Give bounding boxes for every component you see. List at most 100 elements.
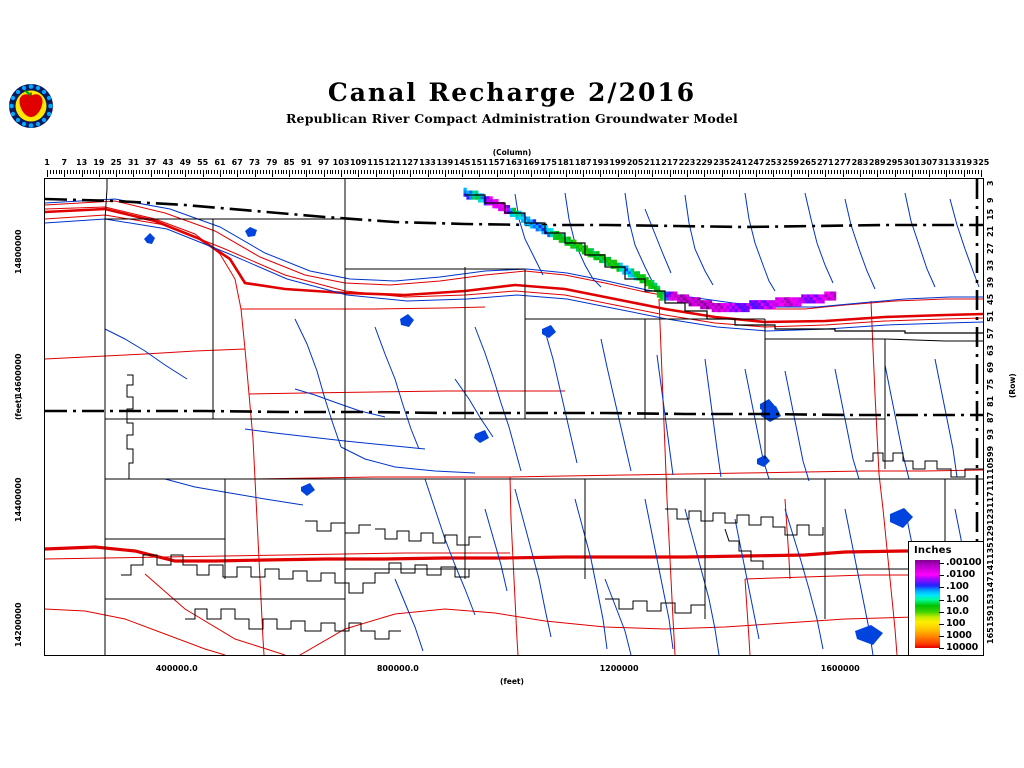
model-cell [685, 300, 690, 304]
model-cell [639, 279, 643, 284]
model-cell [538, 228, 542, 232]
row-tick-label: 15 [986, 208, 995, 220]
model-cell [599, 259, 603, 264]
model-cell [766, 303, 770, 307]
model-cell [590, 251, 594, 255]
model-cell [558, 236, 563, 241]
model-cell [703, 305, 707, 310]
legend-panel[interactable]: Inches .00100.0100.100 1.00 10.0 100 1000 100… [908, 541, 984, 656]
legend-tick-label: .0100 [946, 569, 976, 581]
model-cell [717, 308, 721, 313]
row-tick-label: 129 [986, 525, 995, 543]
model-cell [763, 300, 767, 304]
model-cell [792, 303, 796, 307]
model-cell [798, 303, 802, 307]
model-cell [463, 187, 467, 191]
model-cell [535, 225, 539, 229]
bottom-axis-ticks: 400000.0 800000.0 1200000 1600000 [44, 664, 984, 676]
bottom-tick-label: 800000.0 [376, 664, 419, 673]
model-cell [688, 297, 692, 301]
model-cell [726, 308, 730, 313]
model-cell [561, 233, 565, 238]
model-cell [581, 245, 586, 249]
row-tick-label: 141 [986, 559, 995, 577]
model-cell [760, 300, 765, 304]
model-cell [743, 303, 747, 307]
column-tick-label: 325 [972, 158, 990, 167]
model-cell [587, 254, 591, 258]
model-cell [501, 207, 505, 212]
legend-tick-label: 1.00 [946, 593, 969, 605]
column-tick-label: 67 [231, 158, 243, 167]
model-cell [729, 308, 733, 313]
model-cell [564, 239, 568, 243]
model-cell [720, 303, 724, 307]
model-cell [806, 297, 811, 301]
model-cell [532, 222, 537, 226]
model-cell [815, 297, 819, 301]
model-cell [769, 300, 773, 304]
model-cell [564, 242, 568, 246]
model-cell [622, 271, 626, 275]
model-cell [576, 248, 580, 252]
column-tick-label: 295 [886, 158, 903, 167]
model-cell [677, 297, 681, 301]
model-cell [708, 305, 713, 310]
column-tick-label: 13 [76, 158, 88, 167]
model-cell [749, 305, 753, 310]
model-cell [749, 300, 753, 304]
model-cell [806, 294, 811, 298]
model-cell [547, 233, 551, 238]
column-tick-label: 103 [332, 158, 350, 167]
model-cell [552, 236, 557, 241]
model-cell [526, 222, 531, 226]
model-cell [633, 271, 638, 275]
model-cell [720, 305, 724, 310]
column-axis-tickbar [44, 170, 984, 178]
row-tick-label: 87 [986, 412, 995, 424]
model-cell [518, 210, 522, 215]
model-cell [599, 254, 603, 258]
model-cell [489, 196, 493, 200]
model-cell [573, 242, 577, 246]
column-tick-label: 49 [179, 158, 191, 167]
model-cell [475, 190, 479, 194]
model-cell [645, 277, 649, 281]
column-tick-label: 307 [920, 158, 938, 167]
model-cell [550, 228, 554, 232]
legend-colorbar [915, 560, 940, 648]
row-tick-label: 105 [986, 457, 995, 475]
model-cell [506, 210, 511, 215]
model-cell [610, 262, 615, 266]
model-cell [515, 216, 519, 220]
model-cell [477, 199, 482, 203]
model-cell [775, 297, 779, 301]
model-cell [602, 256, 606, 261]
model-cell [619, 262, 623, 266]
model-cell [668, 291, 672, 295]
model-cell [648, 282, 652, 287]
map-plot-area[interactable] [44, 178, 984, 656]
model-cell [749, 303, 753, 307]
model-cell [772, 300, 776, 304]
model-cell [697, 297, 701, 301]
model-cell [538, 225, 542, 229]
model-cell [697, 300, 701, 304]
model-cell [466, 196, 470, 200]
model-cell [593, 251, 597, 255]
model-cell [651, 282, 655, 287]
model-cell [778, 297, 782, 301]
row-tick-label: 45 [986, 293, 995, 305]
legend-labels: .00100.0100.100 1.00 10.0 100 1000 10000 [939, 554, 985, 654]
model-cell [653, 288, 658, 292]
model-cell [778, 300, 782, 304]
model-cell [642, 274, 646, 278]
left-tick-label: 14600000 [14, 353, 23, 399]
model-cell [535, 228, 539, 232]
model-cell [789, 303, 793, 307]
column-tick-label: 25 [110, 158, 122, 167]
left-tick-label: 14200000 [14, 602, 23, 647]
model-cell [789, 297, 793, 301]
model-cell [573, 239, 577, 243]
